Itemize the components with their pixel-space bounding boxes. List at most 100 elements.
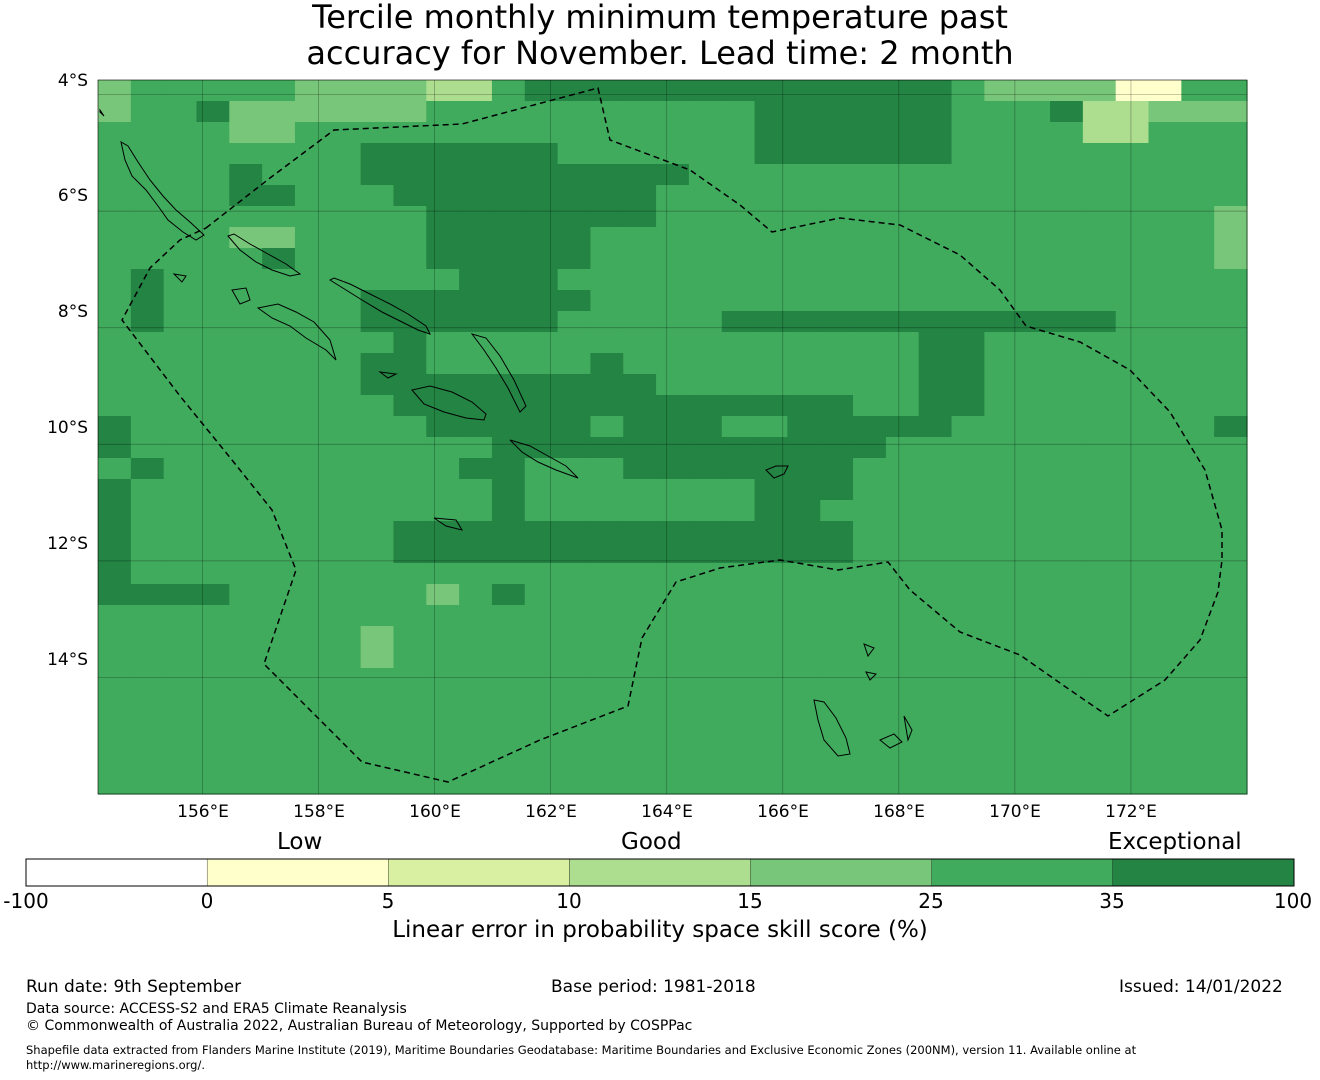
skill-cell (951, 80, 985, 102)
skill-cell (853, 479, 887, 501)
skill-cell (196, 122, 230, 144)
skill-cell (360, 668, 395, 690)
lon-tick-label: 160°E (409, 802, 461, 822)
skill-cell (163, 206, 198, 228)
skill-cell (426, 689, 460, 711)
skill-cell (885, 521, 920, 543)
skill-cell (98, 752, 132, 774)
skill-cell (951, 395, 985, 417)
skill-cell (163, 542, 198, 564)
skill-cell (459, 143, 493, 165)
skill-cell (360, 227, 395, 249)
skill-cell (590, 752, 624, 774)
skill-cell (294, 584, 329, 606)
skill-cell (1148, 206, 1182, 228)
skill-cell (262, 668, 296, 690)
skill-cell (163, 731, 198, 753)
skill-cell (590, 521, 624, 543)
skill-cell (688, 353, 723, 375)
skill-cell (918, 647, 953, 669)
skill-cell (590, 395, 624, 417)
skill-cell (360, 542, 395, 564)
skill-cell (327, 542, 362, 564)
skill-cell (885, 269, 920, 291)
lat-tick-label: 12°S (47, 534, 88, 554)
skill-cell (262, 710, 296, 732)
santa-cruz-coastline (765, 465, 789, 479)
skill-cell (196, 269, 230, 291)
skill-cell (393, 710, 427, 732)
skill-cell (623, 395, 657, 417)
skill-cell (1115, 563, 1150, 585)
skill-cell (130, 143, 165, 165)
skill-cell (590, 542, 624, 564)
skill-cell (1050, 248, 1084, 270)
skill-cell (130, 164, 165, 186)
skill-cell (557, 668, 592, 690)
skill-cell (1181, 689, 1215, 711)
skill-cell (1050, 668, 1084, 690)
skill-cell (327, 164, 362, 186)
skill-cell (262, 122, 296, 144)
skill-cell (1148, 626, 1182, 648)
treasury-islands-coastline (378, 371, 398, 379)
skill-cell (656, 227, 690, 249)
skill-cell (984, 458, 1018, 480)
skill-cell (623, 248, 657, 270)
skill-cell (163, 584, 198, 606)
skill-cell (98, 332, 132, 354)
skill-cell (262, 521, 296, 543)
rennell-coastline (433, 517, 464, 531)
skill-cell (688, 290, 723, 312)
skill-cell (688, 605, 723, 627)
skill-cell (656, 626, 690, 648)
skill-cell (360, 584, 395, 606)
skill-cell (885, 374, 920, 396)
skill-cell (1050, 542, 1084, 564)
skill-cell (98, 164, 132, 186)
skill-cell (262, 416, 296, 438)
skill-cell (951, 647, 985, 669)
skill-cell (721, 752, 756, 774)
skill-cell (918, 500, 953, 522)
skill-cell (262, 164, 296, 186)
skill-cell (853, 773, 887, 795)
skill-cell (98, 395, 132, 417)
skill-cell (426, 290, 460, 312)
skill-cell (1115, 80, 1150, 102)
skill-cell (885, 164, 920, 186)
skill-cell (393, 500, 427, 522)
skill-cell (1181, 101, 1215, 123)
skill-cell (984, 479, 1018, 501)
skill-cell (294, 374, 329, 396)
skill-cell (1082, 710, 1117, 732)
lon-tick-label: 164°E (641, 802, 693, 822)
skill-cell (1214, 731, 1248, 753)
skill-cell (1017, 542, 1051, 564)
skill-cell (1214, 332, 1248, 354)
new-georgia-coastline (256, 303, 337, 361)
skill-cell (1181, 479, 1215, 501)
skill-cell (262, 248, 296, 270)
skill-cell (294, 416, 329, 438)
skill-cell (1214, 689, 1248, 711)
skill-cell (853, 647, 887, 669)
skill-cell (459, 437, 493, 459)
skill-cell (688, 269, 723, 291)
skill-cell (294, 437, 329, 459)
skill-cell (754, 479, 788, 501)
skill-cell (1115, 206, 1150, 228)
skill-cell (787, 542, 821, 564)
skill-cell (885, 395, 920, 417)
skill-cell (393, 668, 427, 690)
skill-cell (229, 227, 263, 249)
skill-cell (1017, 731, 1051, 753)
skill-cell (885, 248, 920, 270)
skill-cell (262, 269, 296, 291)
skill-cell (327, 584, 362, 606)
skill-cell (787, 458, 821, 480)
skill-cell (393, 290, 427, 312)
skill-cell (787, 311, 821, 333)
skill-cell (1148, 605, 1182, 627)
